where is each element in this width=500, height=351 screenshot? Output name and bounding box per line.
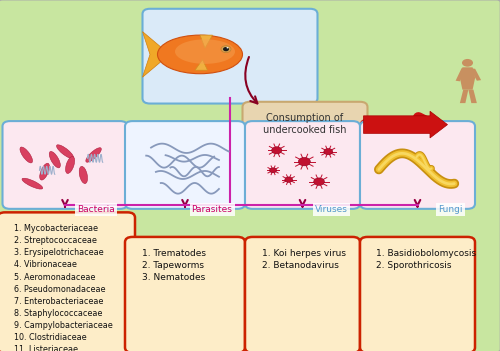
Text: 1. Koi herpes virus
2. Betanodavirus: 1. Koi herpes virus 2. Betanodavirus — [262, 249, 345, 270]
FancyBboxPatch shape — [242, 102, 368, 146]
Text: Bacteria: Bacteria — [77, 205, 115, 214]
FancyBboxPatch shape — [245, 237, 360, 351]
Circle shape — [324, 148, 332, 155]
Ellipse shape — [56, 145, 74, 159]
FancyBboxPatch shape — [245, 121, 360, 209]
Polygon shape — [142, 32, 168, 77]
FancyBboxPatch shape — [360, 121, 475, 209]
Polygon shape — [456, 68, 466, 81]
Ellipse shape — [20, 147, 32, 163]
Circle shape — [226, 47, 228, 48]
Ellipse shape — [40, 163, 50, 180]
Ellipse shape — [22, 178, 42, 189]
Circle shape — [285, 177, 292, 183]
Polygon shape — [200, 35, 212, 48]
Ellipse shape — [158, 35, 242, 74]
Circle shape — [462, 59, 473, 67]
Polygon shape — [195, 60, 207, 70]
Text: Consumption of
undercooked fish: Consumption of undercooked fish — [263, 113, 347, 134]
Ellipse shape — [50, 151, 60, 168]
Circle shape — [314, 178, 324, 185]
Text: 1. Trematodes
2. Tapeworms
3. Nematodes: 1. Trematodes 2. Tapeworms 3. Nematodes — [142, 249, 206, 282]
FancyBboxPatch shape — [0, 212, 135, 351]
FancyBboxPatch shape — [360, 237, 475, 351]
Polygon shape — [468, 90, 477, 103]
Text: Fungi: Fungi — [438, 205, 462, 214]
FancyBboxPatch shape — [142, 9, 318, 104]
Ellipse shape — [86, 148, 102, 162]
Ellipse shape — [175, 39, 235, 64]
Circle shape — [223, 47, 229, 51]
Polygon shape — [460, 67, 475, 90]
FancyBboxPatch shape — [125, 121, 245, 209]
FancyBboxPatch shape — [125, 237, 245, 351]
Ellipse shape — [66, 157, 74, 173]
Polygon shape — [364, 111, 448, 138]
Polygon shape — [470, 68, 481, 81]
Circle shape — [270, 168, 276, 173]
Text: Viruses: Viruses — [314, 205, 348, 214]
Circle shape — [272, 147, 282, 154]
Text: 1. Basidiobolomycosis
2. Sporothricosis: 1. Basidiobolomycosis 2. Sporothricosis — [376, 249, 476, 270]
Ellipse shape — [79, 166, 88, 184]
Circle shape — [221, 46, 231, 53]
Polygon shape — [460, 90, 468, 103]
Text: 1. Mycobacteriaceae
2. Streptococcaceae
3. Erysipelotrichaceae
4. Vibrionaceae
5: 1. Mycobacteriaceae 2. Streptococcaceae … — [14, 224, 113, 351]
Text: Parasites: Parasites — [192, 205, 232, 214]
Circle shape — [298, 158, 310, 166]
FancyBboxPatch shape — [2, 121, 128, 209]
